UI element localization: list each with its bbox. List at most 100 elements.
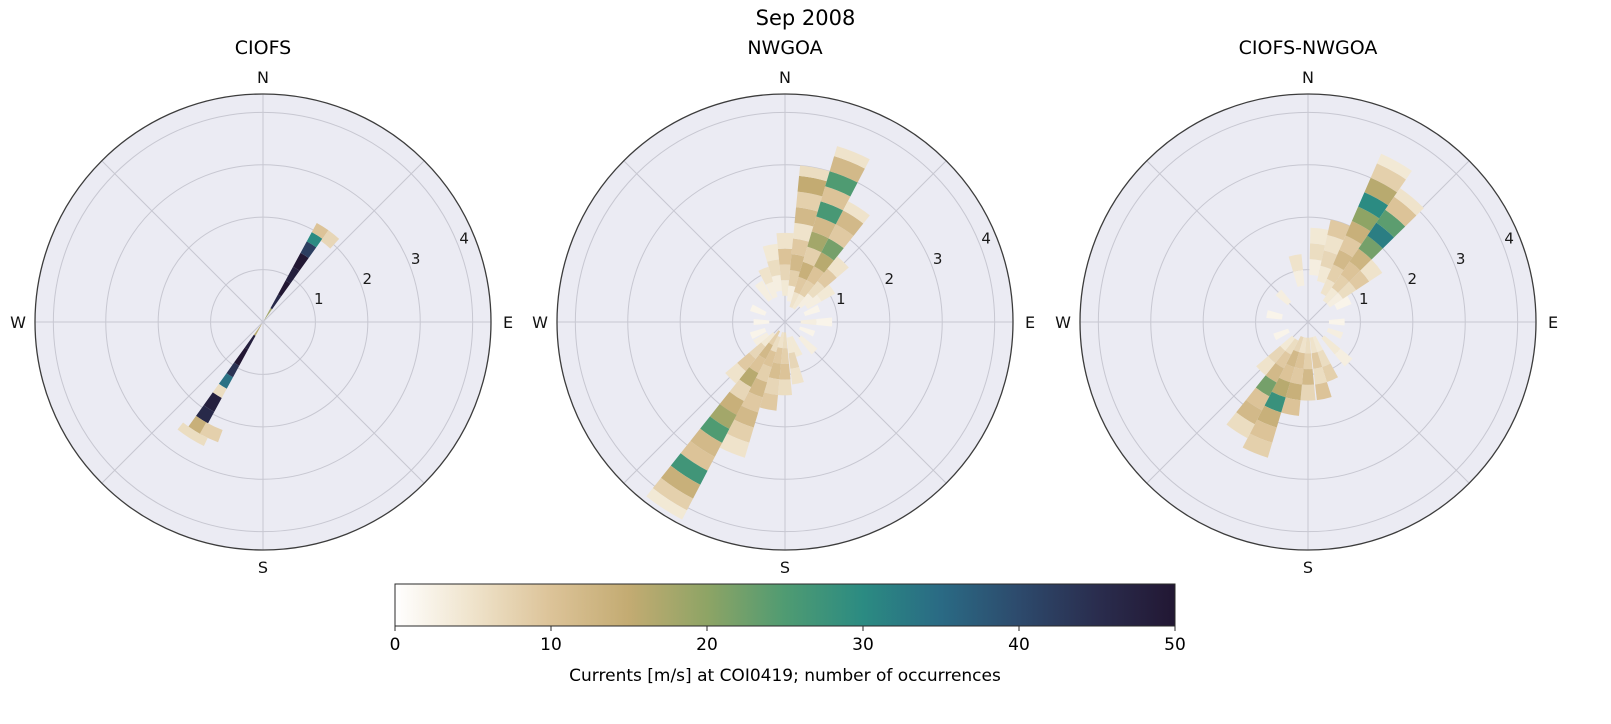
rose-cell <box>1285 382 1302 401</box>
rose-cell <box>816 201 844 225</box>
radial-tick-label: 3 <box>933 250 943 268</box>
rose-cell <box>1321 335 1341 355</box>
colorbar-gradient <box>394 583 1176 627</box>
rose-cell <box>320 230 340 249</box>
compass-label: N <box>1302 68 1314 87</box>
rose-cell <box>177 422 208 446</box>
radial-tick-label: 4 <box>981 230 991 248</box>
compass-label: N <box>257 68 269 87</box>
rose-cell <box>1360 259 1383 282</box>
rose-cell <box>755 363 772 383</box>
rose-cell <box>1265 363 1284 383</box>
rose-cell <box>1309 243 1326 261</box>
rose-cell <box>1285 338 1299 355</box>
plot-title-ciofs-nwgoa: CIOFS-NWGOA <box>1238 37 1378 59</box>
plot-title-ciofs: CIOFS <box>234 37 292 59</box>
colorbar-tick-label: 0 <box>390 635 400 655</box>
rose-cell <box>820 186 851 211</box>
rose-cell <box>1317 349 1331 367</box>
colorbar-tick-label: 50 <box>1164 635 1186 655</box>
rose-cell <box>1349 270 1370 291</box>
rose-cell <box>789 335 803 357</box>
rose-cell <box>807 280 825 299</box>
rose-cell <box>726 419 754 443</box>
rose-cell <box>1275 350 1292 369</box>
rose-cell <box>690 428 723 457</box>
radial-tick-label: 4 <box>459 230 469 248</box>
rose-cell <box>798 293 813 309</box>
rose-cell <box>253 324 262 336</box>
colorbar-tick-label: 10 <box>540 635 562 655</box>
rose-cell <box>768 330 781 346</box>
rose-cell <box>1249 419 1277 443</box>
plot-title-nwgoa: NWGOA <box>747 37 823 59</box>
compass-label: W <box>10 313 26 332</box>
radial-tick-label: 4 <box>1504 230 1514 248</box>
rose-cell <box>780 348 790 364</box>
compass-label: E <box>1025 313 1035 332</box>
rose-cell <box>759 392 778 411</box>
radial-tick-label: 1 <box>836 290 846 308</box>
radial-tick-label: 2 <box>362 270 372 288</box>
radial-tick-label: 2 <box>1407 270 1417 288</box>
rose-cell <box>1273 328 1290 341</box>
rose-cell <box>843 201 870 224</box>
rose-cell <box>1320 250 1338 270</box>
rose-cell <box>1256 356 1276 376</box>
rose-cell <box>1309 337 1318 354</box>
rose-cell <box>821 238 844 261</box>
rose-cell <box>1315 381 1332 401</box>
rose-cell <box>1364 177 1398 206</box>
rose-cell <box>768 362 781 380</box>
rose-cell <box>793 222 814 242</box>
rose-cell <box>767 259 781 277</box>
rose-cell <box>825 171 858 197</box>
rose-cell <box>1358 192 1389 219</box>
rose-cell <box>285 266 300 284</box>
rose-cell <box>779 363 791 380</box>
rose-cell <box>1358 235 1383 260</box>
rose-cell <box>1322 287 1338 304</box>
rose-cell <box>782 332 788 349</box>
rose-cell <box>789 291 800 309</box>
rose-cell <box>765 281 778 299</box>
rose-cell <box>817 268 837 288</box>
rose-cell <box>1394 188 1424 216</box>
rose-cell <box>1271 377 1291 398</box>
rose-cell <box>777 332 784 349</box>
compass-label: E <box>1548 313 1558 332</box>
rose-cell <box>1312 335 1324 352</box>
rose-cell <box>1313 366 1327 385</box>
rose-cell <box>234 347 248 366</box>
compass-label: N <box>779 68 791 87</box>
colorbar-label: Currents [m/s] at COI0419; number of occ… <box>569 666 1001 686</box>
rose-cell <box>797 175 827 197</box>
rose-cell <box>806 266 825 286</box>
rose-cell <box>749 327 767 339</box>
rose-cell <box>779 264 791 281</box>
rose-cell <box>1327 219 1350 241</box>
rose-cell <box>1304 337 1312 354</box>
rose-cell <box>792 294 805 310</box>
polar-plot-ciofs: 1 2 3 4 N E S W <box>10 68 513 577</box>
figure-suptitle: Sep 2008 <box>755 6 856 30</box>
rose-cell <box>799 165 830 182</box>
rose-cell <box>739 367 759 388</box>
compass-label: S <box>1303 558 1313 577</box>
rose-cell <box>791 238 809 257</box>
rose-cell <box>835 210 864 236</box>
rose-cell <box>787 285 796 302</box>
rose-cell <box>1385 196 1417 227</box>
rose-cell <box>754 280 773 302</box>
rose-cell <box>1322 363 1339 382</box>
grid-spoke <box>101 321 264 484</box>
colorbar-tick-label: 40 <box>1008 635 1030 655</box>
rose-cell <box>798 326 816 337</box>
rose-cell <box>661 465 701 499</box>
rose-cell <box>790 366 804 385</box>
rose-cell <box>1290 367 1304 385</box>
rose-cell <box>300 241 317 258</box>
rose-cell <box>719 433 750 458</box>
rose-cell <box>788 351 800 369</box>
